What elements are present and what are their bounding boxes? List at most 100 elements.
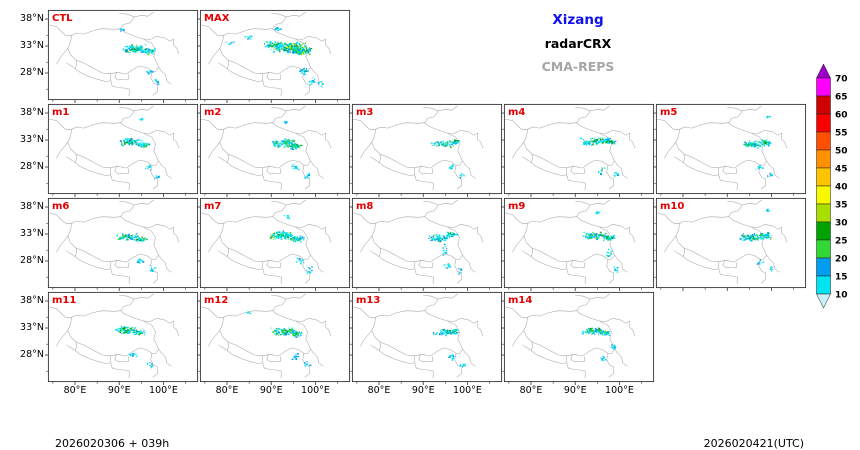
colorbar-tick-label: 10 <box>835 291 848 301</box>
panel-label: m10 <box>660 201 684 212</box>
colorbar-tick-label: 50 <box>835 147 848 157</box>
map-outlines <box>49 199 180 285</box>
panel-border <box>199 103 351 195</box>
y-tick-label: 28°N <box>20 161 44 172</box>
y-tick-label: 38°N <box>20 13 44 25</box>
colorbar: 70 65 60 55 50 45 40 35 30 25 20 15 10 <box>815 63 860 318</box>
radar-echoes <box>739 208 774 272</box>
panel-border <box>351 197 503 289</box>
x-tick-label: 90°E <box>411 385 435 396</box>
panel-m14: m14 <box>501 291 655 385</box>
map-outlines <box>505 199 636 285</box>
panel-m8: m8 <box>349 197 503 291</box>
title-system: CMA-REPS <box>541 59 615 74</box>
colorbar-tick-label: 25 <box>835 237 848 247</box>
colorbar-tick-label: 60 <box>835 111 848 121</box>
map-m2: m2 <box>197 103 351 197</box>
x-tick-label: 90°E <box>107 385 131 396</box>
radar-echoes <box>225 27 324 88</box>
footer-valid-times: 2026020421(UTC) 2026020505(CST) <box>704 406 804 450</box>
x-tick-label: 80°E <box>215 385 239 396</box>
panel-m9: m9 <box>501 197 655 291</box>
colorbar-tick-label: 55 <box>835 129 848 139</box>
panel-label: m9 <box>508 201 525 212</box>
panel-border <box>199 9 351 101</box>
panel-MAX: MAX <box>197 9 351 103</box>
title-product: radarCRX <box>544 36 612 51</box>
panel-m4: m4 <box>501 103 655 197</box>
panel-label: m2 <box>204 107 221 118</box>
title-block: Xizang radarCRX CMA-REPS <box>492 12 664 74</box>
map-m6: m6 <box>45 197 199 291</box>
panel-label: m1 <box>52 107 69 118</box>
panel-border <box>199 291 351 383</box>
panel-label: m7 <box>204 201 221 212</box>
map-outlines <box>353 199 484 285</box>
radar-echoes <box>427 231 463 276</box>
radar-echoes <box>430 139 466 179</box>
map-outlines <box>49 293 180 379</box>
map-m7: m7 <box>197 197 351 291</box>
map-outlines <box>49 11 180 97</box>
colorbar-tick-label: 40 <box>835 183 848 193</box>
panel-label: m13 <box>356 295 380 306</box>
panel-CTL: CTL <box>45 9 199 103</box>
y-tick-label: 38°N <box>20 201 44 213</box>
y-tick-label: 33°N <box>20 134 44 145</box>
radar-echoes <box>272 120 311 179</box>
panel-m11: m11 <box>45 291 199 385</box>
colorbar-tick-label: 35 <box>835 201 848 211</box>
y-tick-label: 38°N <box>20 107 44 119</box>
y-tick-label: 38°N <box>20 295 44 307</box>
panel-border <box>47 103 199 195</box>
y-tick-label: 33°N <box>20 228 44 239</box>
radar-echoes <box>114 325 154 369</box>
panel-label: m5 <box>660 107 677 118</box>
colorbar-tick-label: 45 <box>835 165 848 175</box>
panel-border <box>199 197 351 289</box>
map-m13: m13 <box>349 291 503 385</box>
panel-label: m14 <box>508 295 532 306</box>
map-m1: m1 <box>45 103 199 197</box>
radar-echoes <box>116 233 157 272</box>
map-m10: m10 <box>653 197 807 291</box>
radar-echoes <box>119 117 160 180</box>
x-tick-label: 100°E <box>149 385 178 396</box>
x-tick-label: 90°E <box>259 385 283 396</box>
x-tick-label: 80°E <box>63 385 87 396</box>
panel-label: m11 <box>52 295 76 306</box>
panel-label: m6 <box>52 201 69 212</box>
valid-time-utc: 2026020421(UTC) <box>703 437 804 450</box>
panel-border <box>351 291 503 383</box>
radar-echoes <box>246 311 312 368</box>
colorbar-tick-label: 65 <box>835 93 848 103</box>
panel-m13: m13 <box>349 291 503 385</box>
radar-echoes <box>579 137 620 177</box>
x-tick-label: 80°E <box>519 385 543 396</box>
x-tick-label: 100°E <box>453 385 482 396</box>
map-outlines <box>657 105 788 191</box>
radar-echoes <box>432 328 466 368</box>
panel-label: m3 <box>356 107 373 118</box>
map-MAX: MAX <box>197 9 351 103</box>
radar-echoes <box>743 115 774 178</box>
map-outlines <box>201 293 332 379</box>
title-region: Xizang <box>552 12 604 28</box>
x-tick-label: 80°E <box>367 385 391 396</box>
map-outlines <box>353 293 484 379</box>
panel-border <box>503 103 655 195</box>
footer-init-times: 2026020306 + 039h 2026020314 + 039h <box>55 406 169 450</box>
panel-m7: m7 <box>197 197 351 291</box>
colorbar-tick-label: 15 <box>835 273 848 283</box>
panel-m1: m1 <box>45 103 199 197</box>
panel-border <box>47 9 199 101</box>
init-time-line-1: 2026020306 + 039h <box>55 437 170 450</box>
panel-label: MAX <box>204 13 230 24</box>
colorbar-tick-label: 70 <box>835 75 848 85</box>
map-outlines <box>49 105 180 191</box>
panel-m5: m5 <box>653 103 807 197</box>
radar-echoes <box>119 28 160 85</box>
y-tick-label: 33°N <box>20 322 44 333</box>
panel-label: CTL <box>52 13 73 24</box>
